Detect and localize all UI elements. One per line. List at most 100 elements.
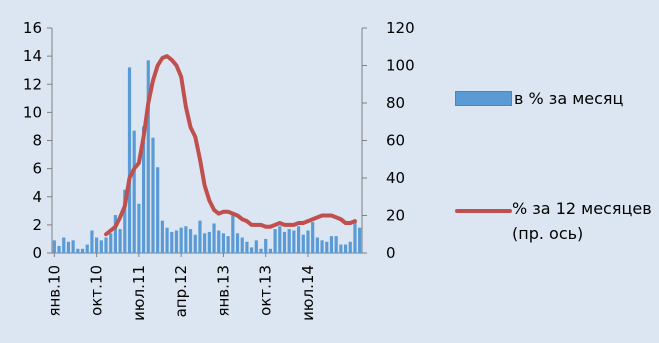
bar (80, 248, 85, 253)
legend-line-label: % за 12 месяцев (пр. ось) (512, 199, 652, 243)
bar (231, 213, 235, 254)
y-right-tick-label: 80 (386, 94, 405, 112)
bar (212, 223, 216, 253)
bar (71, 240, 75, 253)
y-left-tick-label: 2 (32, 216, 42, 234)
bar (235, 233, 240, 253)
bar (174, 230, 179, 253)
y-left-tick-label: 14 (23, 47, 42, 65)
bar (273, 229, 277, 253)
bar (217, 230, 221, 253)
line-series (104, 54, 357, 237)
axes (47, 27, 367, 257)
bar (306, 230, 310, 253)
bar (250, 247, 254, 254)
bar (141, 126, 146, 253)
legend-bar-entry: в % за месяц (455, 89, 623, 108)
x-tick-label: янв.10 (45, 265, 63, 317)
bar (179, 227, 183, 253)
bar (156, 167, 160, 253)
bar (259, 248, 263, 253)
x-tick-label: окт.10 (88, 265, 106, 316)
bar (151, 137, 155, 253)
y-left-tick-label: 12 (23, 75, 42, 93)
bar (62, 237, 66, 253)
bar (343, 244, 348, 253)
bar (221, 233, 226, 253)
bar (348, 241, 352, 253)
legend-bar-label: в % за месяц (514, 89, 624, 108)
bar (296, 226, 301, 253)
bar (188, 229, 193, 253)
bar (99, 240, 103, 253)
bar (240, 237, 244, 253)
bar (165, 227, 169, 253)
bar (184, 226, 188, 253)
bar (325, 241, 329, 253)
bar (278, 226, 282, 253)
line-series-path (104, 54, 357, 237)
bar (329, 236, 334, 254)
bar (311, 222, 315, 253)
y-right-tick-label: 20 (386, 207, 405, 225)
legend-line-swatch (455, 209, 512, 213)
bar (170, 231, 174, 253)
y-right-tick-label: 60 (386, 132, 405, 150)
y-left-tick-label: 8 (32, 132, 42, 150)
bar (226, 236, 230, 254)
bar (245, 241, 249, 253)
bar (198, 220, 202, 253)
bar (66, 241, 71, 253)
bar (353, 222, 357, 253)
bar (118, 229, 122, 253)
bar (132, 130, 136, 253)
bar (282, 231, 287, 253)
bar (146, 60, 150, 254)
bar (203, 233, 207, 253)
bar (254, 240, 258, 253)
y-left-tick-label: 16 (23, 19, 42, 37)
bar (57, 245, 61, 253)
bar (127, 67, 132, 254)
bars-series (52, 60, 362, 254)
x-tick-label: июл.11 (130, 265, 148, 321)
bar (320, 240, 324, 253)
x-tick-label: янв.13 (214, 265, 232, 317)
bar (287, 229, 291, 253)
x-tick-label: июл.14 (299, 265, 317, 321)
bar (52, 240, 56, 253)
bar (109, 233, 113, 253)
bar (160, 220, 164, 253)
bar (137, 203, 141, 253)
y-left-tick-label: 10 (23, 103, 42, 121)
bar (85, 244, 89, 253)
y-left-tick-label: 0 (32, 244, 42, 262)
legend-bar-swatch (455, 91, 512, 106)
y-right-tick-label: 120 (386, 19, 415, 37)
y-right-tick-label: 40 (386, 169, 405, 187)
bar (193, 234, 197, 253)
bar (123, 189, 127, 253)
bar (268, 248, 272, 253)
bar (339, 244, 343, 253)
y-left-tick-label: 6 (32, 160, 42, 178)
bar (104, 237, 108, 253)
bar (292, 230, 296, 253)
tick-labels: 0 2 4 6 8 10 12 14 16 0 20 40 60 80 100 120 янв.10 окт.10… (23, 19, 415, 321)
bar (358, 227, 362, 253)
bar (113, 215, 117, 253)
y-left-tick-label: 4 (32, 188, 42, 206)
x-tick-label: апр.12 (172, 265, 190, 317)
y-right-tick-label: 0 (386, 244, 396, 262)
bar (95, 237, 99, 253)
bar (334, 236, 338, 254)
bar (301, 234, 305, 253)
bar (207, 231, 211, 253)
bar (90, 230, 94, 253)
bar (264, 238, 268, 253)
y-right-tick-label: 100 (386, 57, 415, 75)
x-tick-label: окт.13 (257, 265, 275, 316)
bar (315, 237, 319, 253)
bar (76, 248, 80, 253)
